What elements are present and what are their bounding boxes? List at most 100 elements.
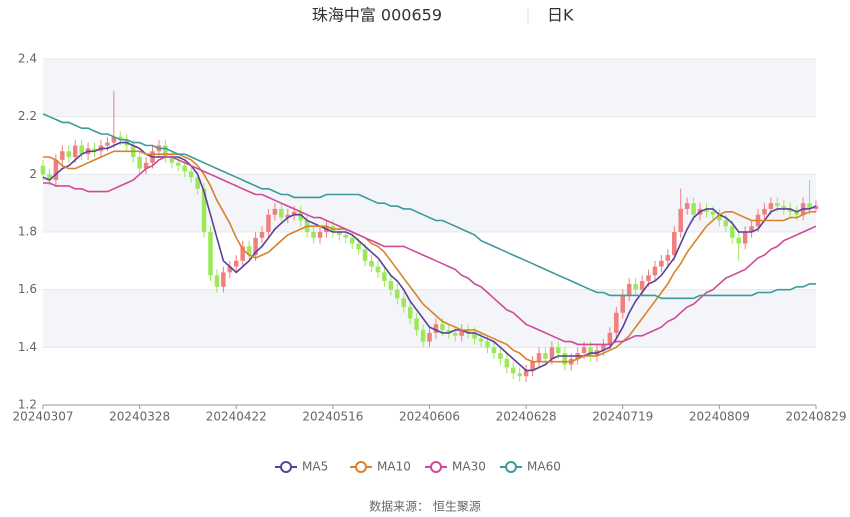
candle-body xyxy=(530,361,535,371)
candle-body xyxy=(787,208,793,212)
candle-body xyxy=(66,151,72,158)
candle-body xyxy=(40,165,46,175)
candle-body xyxy=(311,232,316,238)
candle-body xyxy=(362,249,368,261)
candle-body xyxy=(485,341,490,348)
candle-body xyxy=(137,157,142,169)
candle-body xyxy=(813,206,819,209)
candle-body xyxy=(543,353,548,359)
candle-body xyxy=(523,370,529,377)
candle-body xyxy=(349,237,355,244)
candle-body xyxy=(414,318,419,331)
y-tick-label: 2.2 xyxy=(18,109,37,123)
legend-label: MA30 xyxy=(452,460,486,474)
candle-body xyxy=(47,174,52,181)
candle-body xyxy=(762,208,767,215)
candle-body xyxy=(517,373,522,377)
candle-body xyxy=(562,353,568,365)
period-label: 日K xyxy=(547,6,574,25)
candle-body xyxy=(459,330,464,336)
candle-body xyxy=(749,226,754,232)
candle-body xyxy=(285,214,291,218)
candle-body xyxy=(343,234,349,238)
candle-body xyxy=(401,298,406,307)
candle-body xyxy=(652,266,658,276)
legend-item[interactable]: MA5 xyxy=(275,460,328,474)
candle-body xyxy=(201,188,207,232)
candle-body xyxy=(620,295,626,313)
candle-body xyxy=(382,272,387,282)
legend-item[interactable]: MA60 xyxy=(500,460,561,474)
candle-body xyxy=(143,162,149,169)
candle-body xyxy=(246,246,252,256)
y-tick-label: 1.2 xyxy=(18,398,37,412)
candle-body xyxy=(549,347,555,359)
candle-body xyxy=(227,266,233,273)
candle-body xyxy=(440,324,445,331)
y-tick-label: 1.6 xyxy=(18,282,37,296)
candle-body xyxy=(775,203,780,207)
chart-title: 珠海中富 000659 xyxy=(312,6,442,25)
candle-body xyxy=(176,162,181,166)
candle-body xyxy=(659,260,664,267)
candle-body xyxy=(781,206,787,209)
candle-body xyxy=(465,330,471,333)
candle-body xyxy=(691,203,696,215)
candle-body xyxy=(407,306,413,319)
candle-body xyxy=(556,347,561,354)
ma-line xyxy=(43,150,816,363)
candle-body xyxy=(253,237,258,256)
candle-body xyxy=(388,281,394,290)
candle-body xyxy=(665,255,671,261)
candle-body xyxy=(298,211,303,221)
grid-band xyxy=(43,174,816,232)
candle-body xyxy=(221,272,226,287)
legend-label: MA5 xyxy=(302,460,328,474)
candle-body xyxy=(768,203,774,209)
candle-body xyxy=(356,243,361,250)
candle-body xyxy=(672,232,677,256)
x-tick-label: 20240809 xyxy=(689,410,750,424)
candle-body xyxy=(337,232,342,235)
candle-body xyxy=(266,214,271,232)
x-tick-label: 20240422 xyxy=(206,410,267,424)
candle-body xyxy=(427,332,432,342)
candle-body xyxy=(72,145,78,158)
candle-body xyxy=(704,208,709,212)
source-note: 数据来源： 恒生聚源 xyxy=(369,499,481,514)
candle-body xyxy=(710,211,716,215)
y-tick-label: 1.4 xyxy=(18,340,37,354)
candle-body xyxy=(794,211,799,215)
candle-body xyxy=(607,332,613,345)
candle-body xyxy=(233,260,239,267)
legend-marker xyxy=(430,461,442,473)
candle-body xyxy=(214,275,220,287)
legend-marker xyxy=(355,461,367,473)
candle-body xyxy=(807,203,812,209)
x-tick-label: 20240328 xyxy=(109,410,170,424)
legend-item[interactable]: MA30 xyxy=(425,460,486,474)
candle-body xyxy=(742,232,748,244)
legend-marker xyxy=(280,461,292,473)
candle-body xyxy=(182,165,187,172)
y-tick-label: 2.4 xyxy=(18,52,37,66)
candle-body xyxy=(433,324,439,333)
candle-body xyxy=(169,157,175,163)
candle-body xyxy=(723,220,729,227)
x-tick-label: 20240719 xyxy=(592,410,653,424)
x-tick-label: 20240829 xyxy=(785,410,846,424)
candle-body xyxy=(536,353,542,362)
candle-body xyxy=(395,289,400,299)
candle-body xyxy=(92,148,97,152)
candle-body xyxy=(453,332,458,336)
candle-body xyxy=(472,332,477,339)
candle-body xyxy=(504,358,510,368)
candle-body xyxy=(79,145,84,155)
candle-body xyxy=(626,283,632,296)
candle-body xyxy=(601,344,606,351)
candle-body xyxy=(420,330,426,342)
legend-item[interactable]: MA10 xyxy=(350,460,411,474)
candle-body xyxy=(188,171,194,178)
ma-line xyxy=(42,113,816,300)
